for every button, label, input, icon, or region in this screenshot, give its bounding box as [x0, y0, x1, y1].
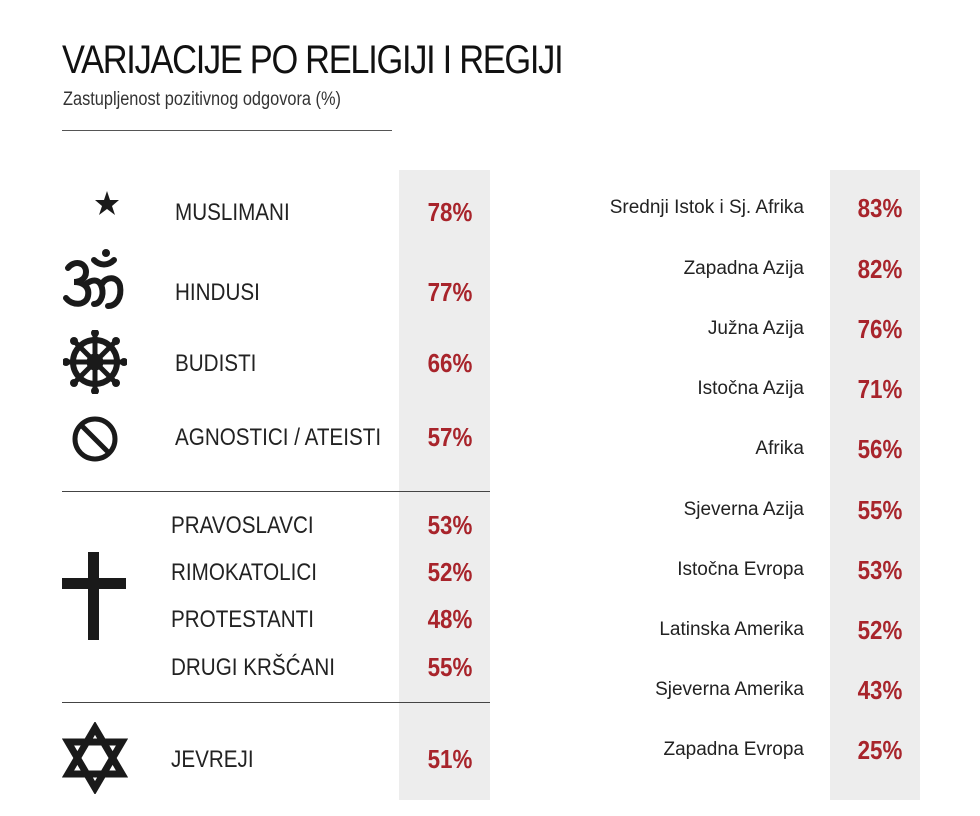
region-value: 83% — [857, 193, 903, 223]
om-icon — [63, 249, 124, 309]
chart-title: VARIJACIJE PO RELIGIJI I REGIJI — [62, 38, 564, 82]
title-underline — [62, 130, 392, 131]
group-separator-1 — [62, 491, 490, 492]
religion-value: 78% — [427, 197, 473, 227]
region-label: Latinska Amerika — [659, 619, 804, 640]
religion-label: PROTESTANTI — [171, 606, 314, 633]
region-label: Zapadna Azija — [683, 258, 804, 279]
star-of-david-icon — [62, 722, 128, 794]
region-value: 82% — [857, 254, 903, 284]
prohibition-icon — [72, 416, 118, 462]
religion-value: 77% — [427, 277, 473, 307]
group-separator-2 — [62, 702, 490, 703]
region-label: Zapadna Evropa — [663, 739, 805, 760]
region-value: 56% — [857, 434, 903, 464]
region-label: Istočna Evropa — [677, 559, 804, 580]
star-crescent-icon — [76, 181, 119, 225]
religion-label: JEVREJI — [171, 746, 254, 773]
region-label: Srednji Istok i Sj. Afrika — [609, 197, 804, 218]
religion-value: 51% — [427, 744, 473, 774]
region-label: Južna Azija — [707, 318, 804, 339]
region-label: Afrika — [755, 438, 804, 459]
religion-value: 48% — [427, 604, 473, 634]
religion-label: DRUGI KRŠĆANI — [171, 654, 335, 681]
region-value: 53% — [857, 555, 903, 585]
region-value: 25% — [857, 735, 903, 765]
region-label: Sjeverna Azija — [683, 499, 804, 520]
region-values-column — [830, 170, 920, 800]
religion-value: 52% — [427, 557, 473, 587]
religion-values-column — [399, 170, 490, 800]
religion-value: 53% — [427, 510, 473, 540]
chart-subtitle: Zastupljenost pozitivnog odgovora (%) — [63, 89, 341, 110]
religion-label: HINDUSI — [175, 279, 260, 306]
religion-value: 55% — [427, 652, 473, 682]
cross-icon — [62, 552, 126, 640]
region-value: 43% — [857, 675, 903, 705]
region-label: Sjeverna Amerika — [655, 679, 804, 700]
religion-label: RIMOKATOLICI — [171, 559, 318, 586]
region-value: 52% — [857, 615, 903, 645]
religion-value: 66% — [427, 348, 473, 378]
region-value: 55% — [857, 495, 903, 525]
region-label: Istočna Azija — [697, 378, 804, 399]
dharma-wheel-icon — [63, 330, 127, 394]
religion-label: MUSLIMANI — [175, 199, 290, 226]
religion-label: BUDISTI — [175, 350, 257, 377]
religion-label: AGNOSTICI / ATEISTI — [175, 424, 382, 451]
region-value: 76% — [857, 314, 903, 344]
religion-value: 57% — [427, 422, 473, 452]
region-value: 71% — [857, 374, 903, 404]
religion-label: PRAVOSLAVCI — [171, 512, 314, 539]
